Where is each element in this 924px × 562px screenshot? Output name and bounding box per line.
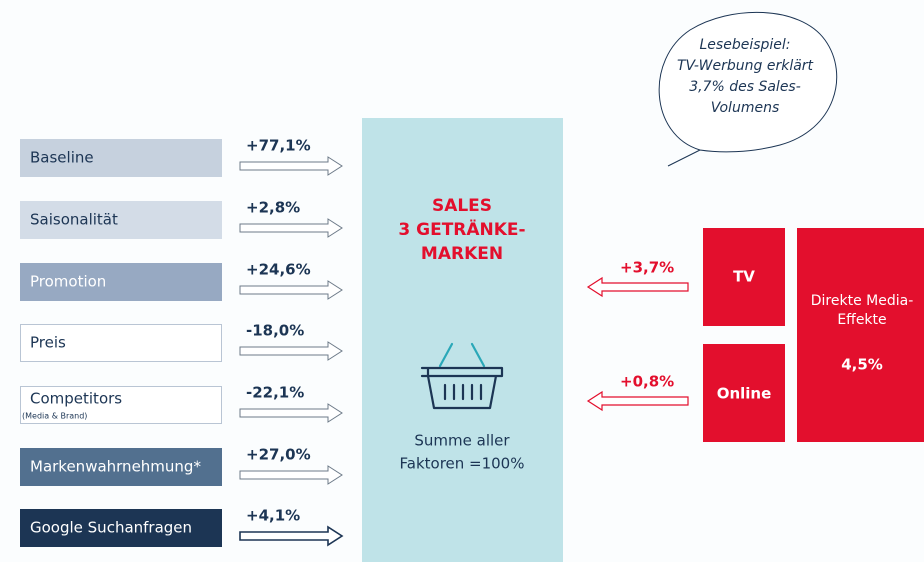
sales-title: SALES [432, 196, 492, 216]
factor-label: Preis [30, 334, 66, 352]
speech-bubble [658, 11, 838, 167]
factor-box [20, 263, 222, 301]
arrow [239, 156, 343, 176]
media-value: +0,8% [620, 373, 674, 391]
arrow [239, 341, 343, 361]
direct-label: Direkte Media- [811, 293, 914, 309]
sum-text: Summe aller [414, 432, 510, 450]
arrow [239, 280, 343, 300]
factors: Baseline Saisonalität Promotion Preis Co… [20, 139, 222, 547]
direct-label: Effekte [837, 312, 886, 328]
callout-text: 3,7% des Sales- [689, 79, 801, 95]
factor-value: +24,6% [246, 261, 311, 279]
factor-box [20, 324, 222, 362]
sum-text: Faktoren =100% [400, 455, 525, 473]
factor-value: +2,8% [246, 199, 300, 217]
factor-box [20, 448, 222, 486]
factor-box [20, 386, 222, 424]
arrow [586, 276, 689, 298]
basket-icon [420, 342, 504, 410]
sales-panel [362, 118, 563, 562]
factor-box [20, 139, 222, 177]
factor-box [20, 201, 222, 239]
sales-title: MARKEN [421, 244, 503, 264]
sales-title: 3 GETRÄNKE- [398, 218, 525, 240]
arrow [239, 525, 344, 547]
media-arrows [586, 276, 689, 412]
callout-text: TV-Werbung erklärt [677, 58, 814, 74]
callout-text: Volumens [711, 100, 780, 116]
factor-label: Promotion [30, 273, 106, 291]
factor-label: Markenwahrnehmung* [30, 458, 201, 476]
media-label: Online [717, 385, 772, 403]
direct-box [797, 228, 924, 442]
tv-box [703, 228, 785, 326]
direct-value: 4,5% [841, 356, 883, 374]
factor-note: (Media & Brand) [22, 412, 87, 421]
factor-value: +27,0% [246, 446, 311, 464]
factor-label: Baseline [30, 149, 94, 167]
factor-label: Google Suchanfragen [30, 519, 192, 537]
online-box [703, 344, 785, 442]
factor-value: +77,1% [246, 137, 311, 155]
factor-arrows [239, 156, 344, 547]
arrow [239, 465, 343, 485]
factor-value: -18,0% [246, 322, 304, 340]
callout-text: Lesebeispiel: [700, 37, 791, 53]
arrow [239, 403, 343, 423]
arrow [239, 218, 343, 238]
factor-value: -22,1% [246, 384, 304, 402]
factor-label: Competitors [30, 390, 122, 408]
media-value: +3,7% [620, 259, 674, 277]
factor-box [20, 509, 222, 547]
arrow [586, 390, 689, 412]
factor-label: Saisonalität [30, 211, 118, 229]
factor-value: +4,1% [246, 507, 300, 525]
media-label: TV [733, 268, 755, 286]
